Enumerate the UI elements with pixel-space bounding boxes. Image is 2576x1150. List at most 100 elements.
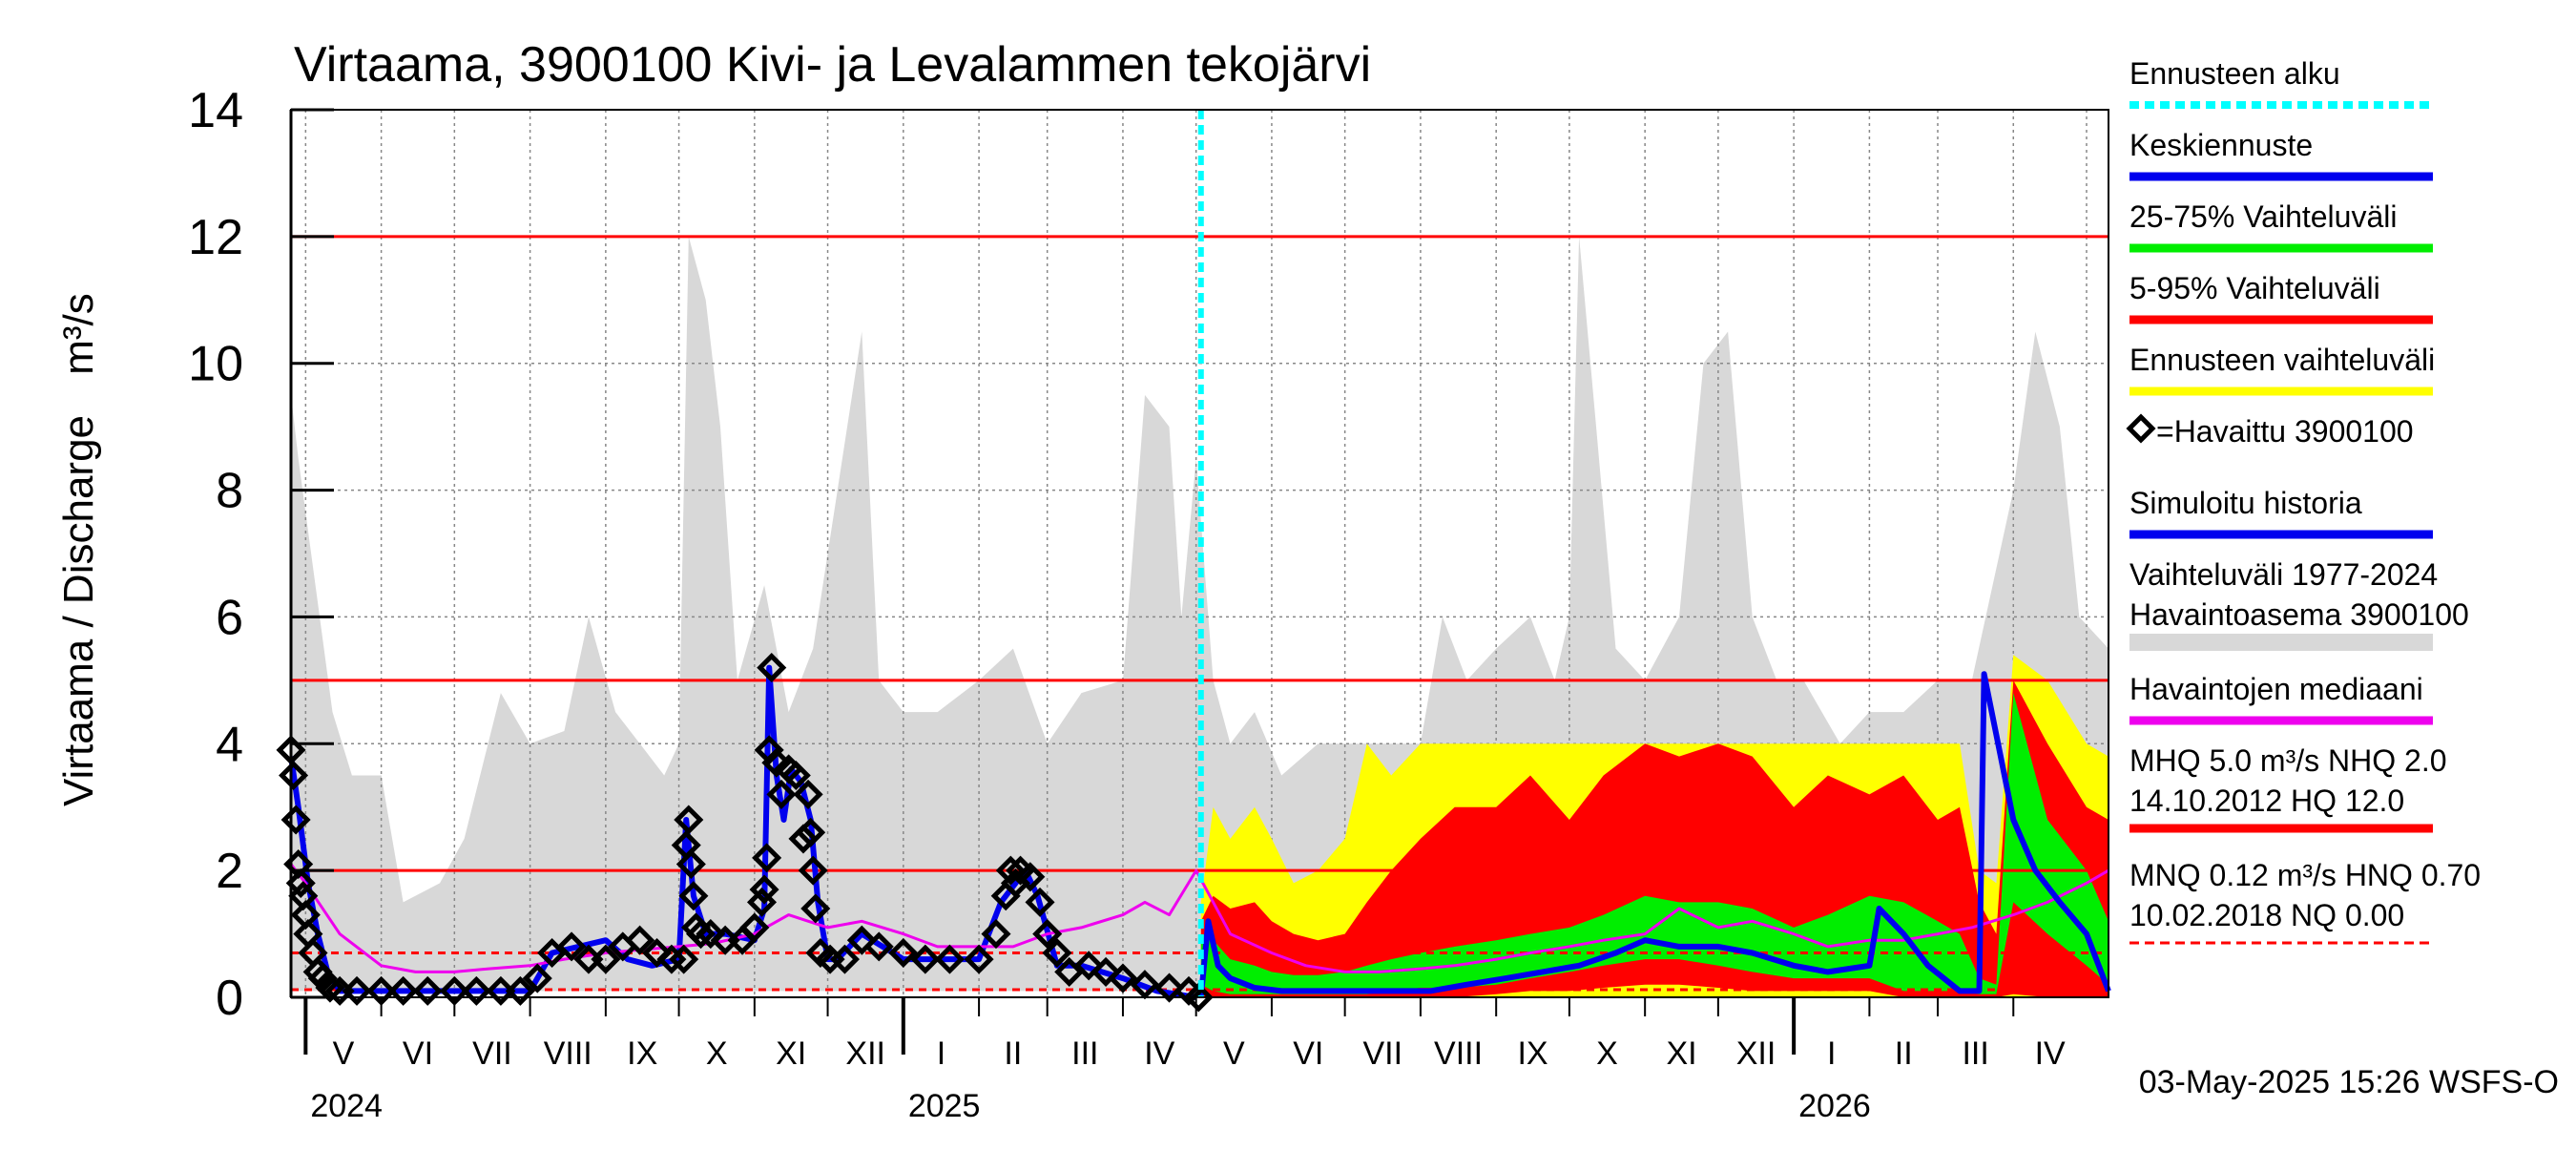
legend-label-2: 10.02.2018 NQ 0.00 xyxy=(2129,898,2404,932)
legend-label-2: 14.10.2012 HQ 12.0 xyxy=(2129,784,2404,818)
observed-point xyxy=(788,824,819,854)
y-tick-label: 12 xyxy=(188,210,243,265)
observed-point xyxy=(1042,937,1072,969)
y-tick-label: 0 xyxy=(216,971,243,1026)
legend-label-2: Havaintoasema 3900100 xyxy=(2129,597,2469,632)
observed-point xyxy=(505,975,535,1006)
legend-label: Keskiennuste xyxy=(2129,128,2313,162)
x-month-label: XII xyxy=(845,1035,885,1072)
x-month-label: VII xyxy=(472,1035,512,1072)
legend-item-6: Simuloitu historia xyxy=(2129,486,2433,539)
observed-point xyxy=(1183,982,1214,1013)
x-month-label: XI xyxy=(776,1035,806,1072)
observed-point xyxy=(800,893,831,924)
x-month-label: IX xyxy=(1517,1035,1548,1072)
x-month-label: V xyxy=(333,1035,355,1072)
observed-point xyxy=(780,760,811,791)
legend-item-9: MHQ 5.0 m³/s NHQ 2.0 14.10.2012 HQ 12.0 xyxy=(2129,743,2447,833)
x-month-label: X xyxy=(1596,1035,1618,1072)
x-month-label: X xyxy=(706,1035,728,1072)
legend-label: MHQ 5.0 m³/s NHQ 2.0 xyxy=(2129,743,2447,778)
observed-point xyxy=(1091,956,1121,987)
observed-point xyxy=(522,963,552,993)
legend-item-5: =Havaittu 3900100 xyxy=(2126,413,2414,449)
observed-point xyxy=(285,868,316,898)
y-axis-unit: m³/s xyxy=(55,293,102,375)
observed-point xyxy=(964,944,994,974)
legend-label: 5-95% Vaihteluväli xyxy=(2129,271,2380,305)
observed-point xyxy=(642,937,673,969)
y-tick-label: 14 xyxy=(188,83,243,138)
legend-item-4: Ennusteen vaihteluväli xyxy=(2129,343,2435,396)
x-month-label: VIII xyxy=(544,1035,592,1072)
y-tick-label: 2 xyxy=(216,844,243,899)
legend-label: =Havaittu 3900100 xyxy=(2156,414,2414,449)
observed-point xyxy=(796,817,826,847)
x-year-label: 2026 xyxy=(1798,1088,1871,1124)
legend-label: Vaihteluväli 1977-2024 xyxy=(2129,557,2438,592)
observed-point xyxy=(1154,972,1185,1003)
y-tick-label: 8 xyxy=(216,464,243,519)
legend-item-3: 5-95% Vaihteluväli xyxy=(2129,271,2433,324)
legend-item-7: Vaihteluväli 1977-2024 Havaintoasema 390… xyxy=(2129,557,2469,651)
x-month-label: IX xyxy=(627,1035,657,1072)
observed-point xyxy=(1015,862,1046,892)
legend-label: Havaintojen mediaani xyxy=(2129,672,2423,706)
x-month-label: II xyxy=(1895,1035,1913,1072)
observed-point xyxy=(846,925,877,955)
x-month-label: III xyxy=(1071,1035,1098,1072)
observed-point xyxy=(888,937,919,969)
x-month-label: VI xyxy=(403,1035,433,1072)
x-month-label: III xyxy=(1962,1035,1988,1072)
observed-point xyxy=(766,779,797,809)
observed-point xyxy=(1073,951,1104,981)
observed-point xyxy=(749,874,779,905)
y-tick-label: 6 xyxy=(216,590,243,645)
y-tick-label: 10 xyxy=(188,337,243,392)
observed-point xyxy=(934,944,965,974)
observed-point xyxy=(556,931,587,962)
observed-point xyxy=(280,805,311,835)
y-tick-label: 4 xyxy=(216,717,243,772)
observed-point xyxy=(863,931,894,962)
x-year-label: 2025 xyxy=(908,1088,981,1124)
legend-item-1: Keskiennuste xyxy=(2129,128,2433,181)
mean-forecast-line xyxy=(1197,671,2111,998)
legend-label: Ennusteen alku xyxy=(2129,56,2340,91)
y-axis-label: Virtaama / Discharge xyxy=(55,415,102,806)
x-month-label: VI xyxy=(1293,1035,1323,1072)
x-month-label: XI xyxy=(1666,1035,1696,1072)
x-month-label: VII xyxy=(1362,1035,1402,1072)
observed-point xyxy=(675,848,706,880)
observed-point xyxy=(1032,919,1063,950)
x-year-label: 2024 xyxy=(310,1088,383,1124)
observed-point xyxy=(1130,970,1160,1000)
x-month-label: XII xyxy=(1736,1035,1776,1072)
observed-point xyxy=(674,805,704,835)
observed-point xyxy=(412,975,443,1006)
observed-point xyxy=(696,919,726,950)
observed-point xyxy=(591,944,621,974)
x-month-label: I xyxy=(937,1035,945,1072)
observed-point xyxy=(798,855,828,886)
observed-point xyxy=(757,653,787,683)
p25-75-band xyxy=(1200,693,2109,994)
legend-item-10: MNQ 0.12 m³/s HNQ 0.70 10.02.2018 NQ 0.00 xyxy=(2129,858,2481,945)
observed-point xyxy=(342,975,372,1006)
observed-point xyxy=(793,779,823,809)
x-month-label: VIII xyxy=(1434,1035,1483,1072)
observed-point xyxy=(739,912,770,943)
x-month-label: V xyxy=(1223,1035,1245,1072)
x-month-label: IV xyxy=(2035,1035,2066,1072)
observed-point xyxy=(388,975,419,1006)
legend-item-0: Ennusteen alku xyxy=(2129,56,2433,109)
observed-point xyxy=(829,944,860,974)
legend-label: 25-75% Vaihteluväli xyxy=(2129,199,2397,234)
plot-area xyxy=(276,110,2111,1013)
observed-point xyxy=(669,944,699,974)
x-month-label: IV xyxy=(1144,1035,1174,1072)
observed-point xyxy=(279,760,309,791)
median-line xyxy=(289,863,2109,973)
